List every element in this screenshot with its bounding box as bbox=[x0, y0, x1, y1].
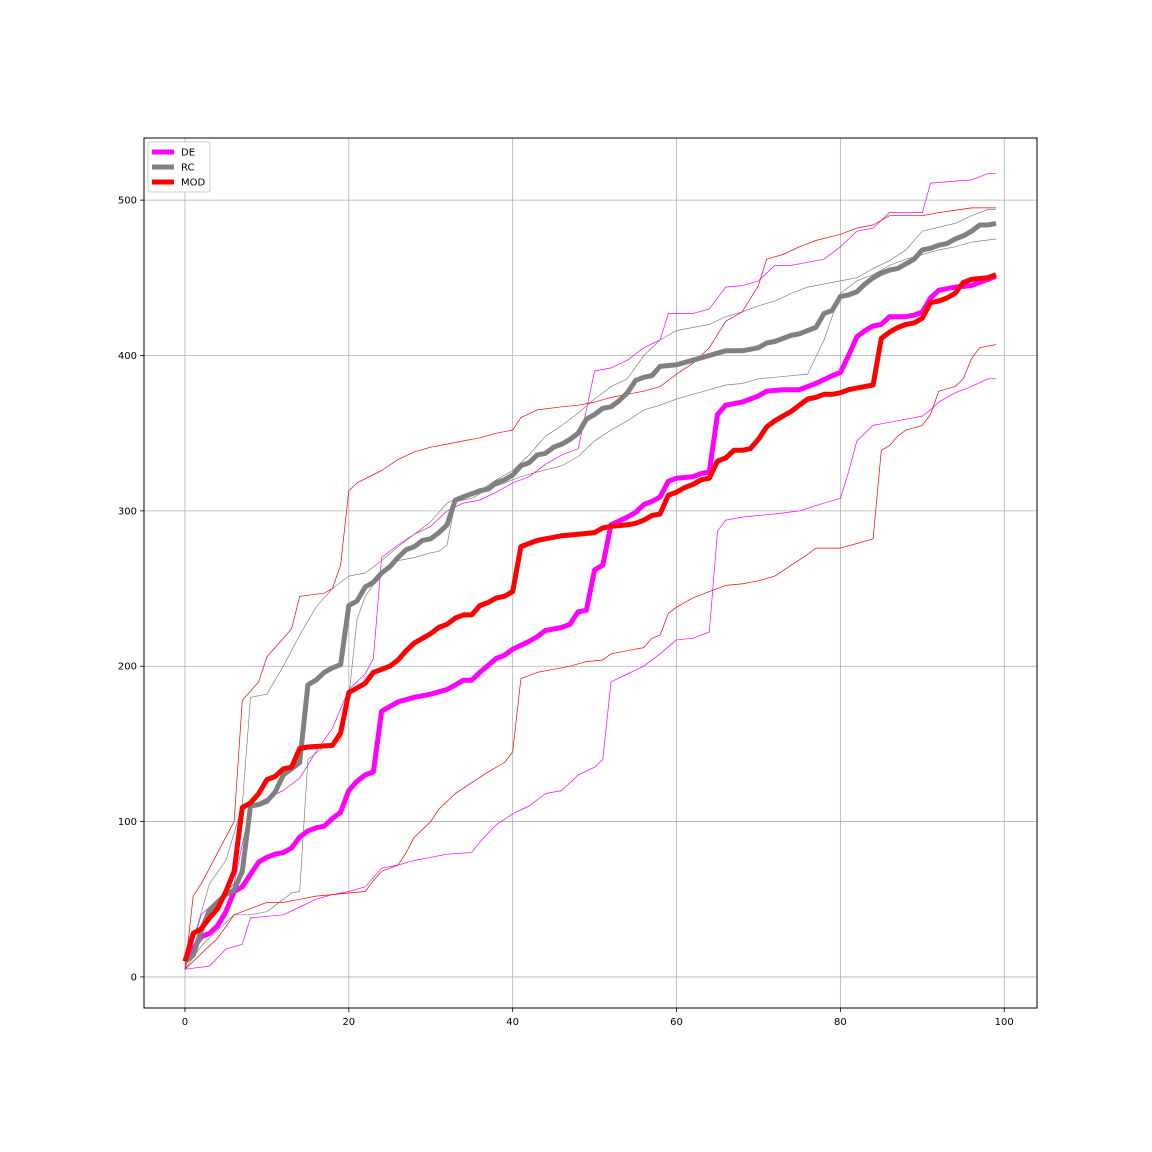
plot-frame bbox=[143, 137, 1038, 1009]
x-tick-label: 100 bbox=[995, 1017, 1014, 1028]
y-tick-label: 200 bbox=[118, 662, 137, 673]
y-tick-label: 500 bbox=[118, 196, 137, 207]
series-line-mod-mean bbox=[182, 272, 997, 963]
plot-background bbox=[144, 138, 1037, 1008]
y-tick-label: 300 bbox=[118, 506, 137, 517]
series-line-rc-lower bbox=[184, 238, 997, 970]
series-line-rc-upper bbox=[184, 209, 996, 970]
y-tick-label: 100 bbox=[118, 817, 137, 828]
legend-label-mod: MOD bbox=[181, 178, 205, 189]
x-tick-label: 60 bbox=[670, 1017, 683, 1028]
series-line-mod-lower bbox=[184, 344, 997, 970]
axis-ticks: 0 20 40 60 80 100 0 100 200 300 400 500 bbox=[118, 196, 1014, 1028]
grid bbox=[144, 138, 1037, 1008]
series-lines bbox=[182, 173, 997, 970]
legend-label-de: DE bbox=[181, 148, 195, 159]
x-tick-label: 80 bbox=[834, 1017, 847, 1028]
x-tick-label: 20 bbox=[342, 1017, 355, 1028]
legend: DE RC MOD bbox=[147, 141, 211, 193]
series-line-de-mean bbox=[182, 273, 997, 963]
y-tick-label: 400 bbox=[118, 351, 137, 362]
series-line-mod-upper bbox=[184, 207, 996, 970]
legend-label-rc: RC bbox=[181, 163, 194, 174]
series-line-rc-mean bbox=[183, 220, 997, 964]
x-tick-label: 40 bbox=[506, 1017, 519, 1028]
x-tick-label: 0 bbox=[182, 1017, 188, 1028]
y-tick-label: 0 bbox=[131, 972, 137, 983]
